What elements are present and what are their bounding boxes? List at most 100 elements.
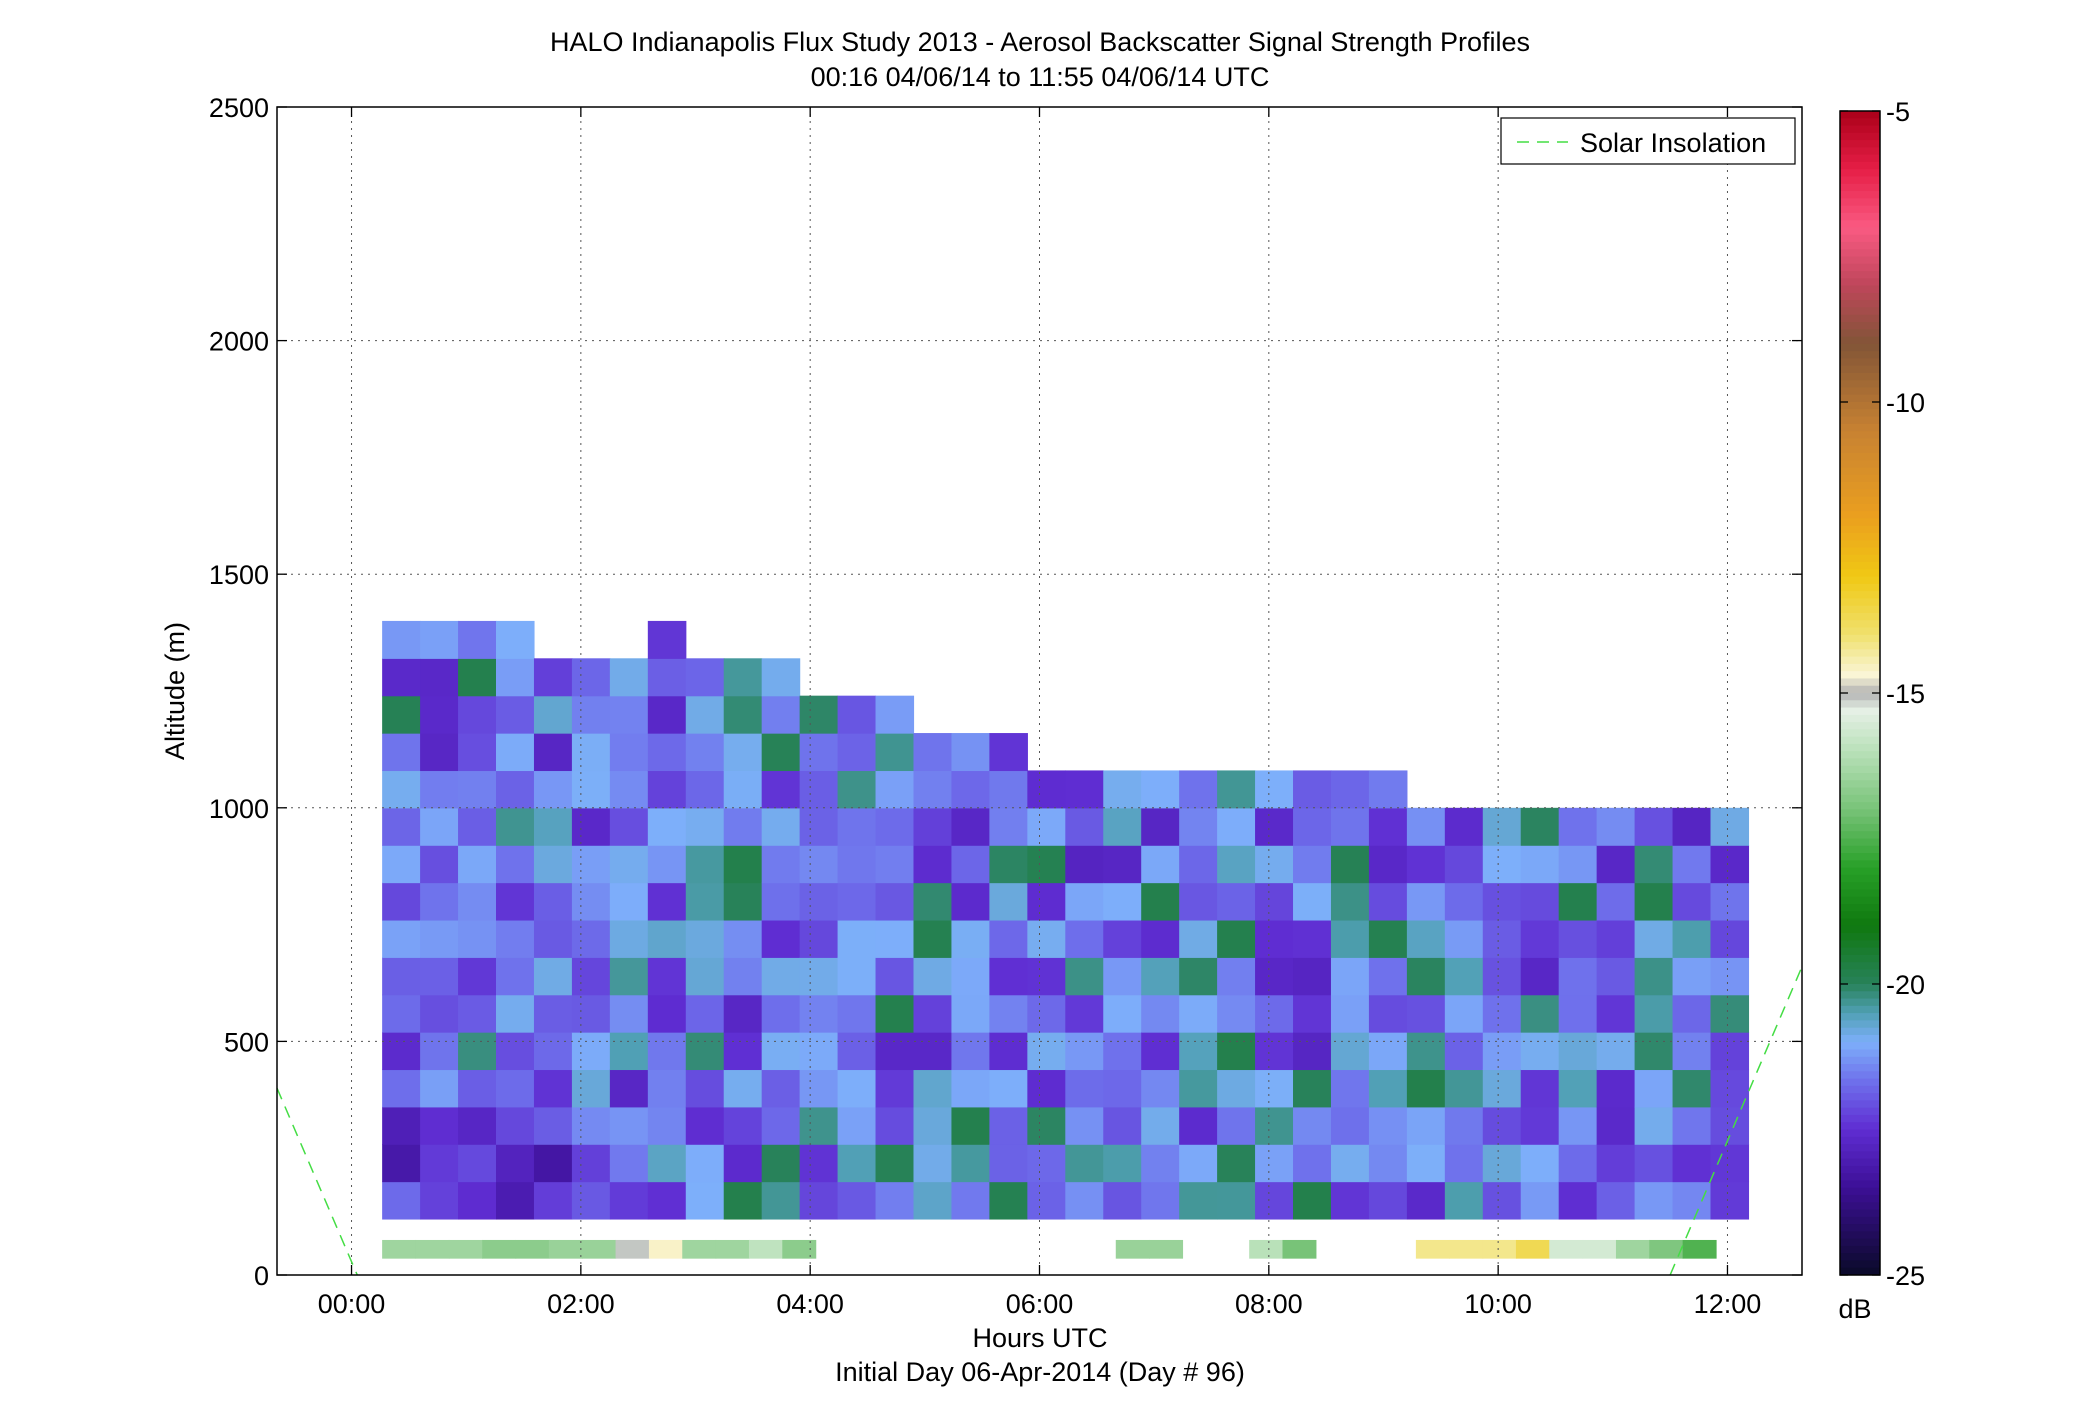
colorbar-segment bbox=[1840, 627, 1880, 636]
heatmap-cell bbox=[799, 1069, 839, 1108]
heatmap-cell bbox=[1596, 882, 1636, 921]
heatmap-cell bbox=[1141, 845, 1180, 884]
colorbar-segment bbox=[1840, 452, 1880, 461]
heatmap-cell bbox=[875, 733, 915, 772]
colorbar-segment bbox=[1840, 438, 1880, 447]
colorbar-segment bbox=[1840, 685, 1880, 694]
colorbar-segment bbox=[1840, 969, 1880, 978]
heatmap-cell bbox=[1482, 1069, 1522, 1108]
heatmap-cell bbox=[533, 1144, 573, 1183]
colorbar-segment bbox=[1840, 947, 1880, 956]
heatmap-cell bbox=[496, 1181, 535, 1220]
heatmap-cell bbox=[1027, 1144, 1066, 1183]
colorbar: -5 -10 -15 -20 -25 dB bbox=[1838, 97, 1925, 1324]
heatmap-cell bbox=[647, 957, 687, 996]
heatmap-cell bbox=[1672, 919, 1712, 958]
heatmap-cell bbox=[533, 882, 573, 921]
heatmap-cell bbox=[1293, 994, 1332, 1033]
heatmap-cell bbox=[1482, 807, 1522, 846]
heatmap-cell bbox=[1558, 1106, 1598, 1145]
heatmap-cell bbox=[1520, 919, 1560, 958]
heatmap-cell bbox=[1141, 919, 1180, 958]
colorbar-segment bbox=[1840, 853, 1880, 861]
colorbar-segment bbox=[1840, 496, 1880, 505]
heatmap-cell bbox=[533, 957, 573, 996]
heatmap-cell bbox=[571, 1069, 611, 1108]
heatmap-cell bbox=[1027, 807, 1066, 846]
heatmap-cell bbox=[1710, 957, 1750, 996]
heatmap-cell bbox=[420, 695, 459, 734]
y-tick-labels: 0 500 1000 1500 2000 2500 bbox=[209, 93, 269, 1291]
colorbar-segment bbox=[1840, 1158, 1880, 1167]
heatmap-cell bbox=[647, 658, 687, 697]
heatmap-cell bbox=[647, 733, 687, 772]
colorbar-segment bbox=[1840, 773, 1880, 781]
heatmap-cell bbox=[647, 919, 687, 958]
heatmap-cell bbox=[458, 1181, 497, 1220]
heatmap-cell bbox=[799, 882, 839, 921]
heatmap-cell bbox=[458, 658, 497, 697]
heatmap-cell bbox=[1444, 882, 1484, 921]
heatmap-cell bbox=[1065, 1032, 1104, 1071]
heatmap-cell bbox=[1672, 1106, 1712, 1145]
colorbar-segment bbox=[1840, 147, 1880, 156]
heatmap-cell bbox=[1596, 1181, 1636, 1220]
heatmap-cell bbox=[989, 770, 1028, 809]
heatmap-cell bbox=[609, 882, 649, 921]
heatmap-cell bbox=[837, 807, 877, 846]
heatmap-cell bbox=[1179, 882, 1218, 921]
heatmap-cell bbox=[761, 695, 801, 734]
heatmap-cell bbox=[1444, 919, 1484, 958]
heatmap-cell bbox=[609, 845, 649, 884]
heatmap-cell bbox=[1027, 1106, 1066, 1145]
heatmap-cell bbox=[420, 919, 459, 958]
x-tick-label: 06:00 bbox=[1006, 1289, 1074, 1319]
y-tick-label: 0 bbox=[254, 1261, 269, 1291]
heatmap-cell bbox=[723, 957, 763, 996]
heatmap-cell bbox=[1558, 845, 1598, 884]
heatmap-cell bbox=[1179, 994, 1218, 1033]
heatmap-cell bbox=[761, 1069, 801, 1108]
x-tick-label: 08:00 bbox=[1235, 1289, 1303, 1319]
heatmap-cell bbox=[1141, 770, 1180, 809]
heatmap-cell bbox=[1141, 1106, 1180, 1145]
heatmap-cell bbox=[913, 882, 953, 921]
x-tick-label: 12:00 bbox=[1694, 1289, 1762, 1319]
heatmap-cell bbox=[533, 658, 573, 697]
heatmap-cell bbox=[723, 1032, 763, 1071]
heatmap-cell bbox=[420, 1181, 459, 1220]
colorbar-segment bbox=[1840, 1020, 1880, 1029]
x-tick-label: 04:00 bbox=[776, 1289, 844, 1319]
colorbar-tick-label: -10 bbox=[1886, 388, 1925, 418]
heatmap-cell bbox=[1065, 1144, 1104, 1183]
heatmap-cell bbox=[496, 845, 535, 884]
heatmap-cell bbox=[647, 1106, 687, 1145]
heatmap-cell bbox=[685, 733, 725, 772]
heatmap-cell bbox=[723, 1069, 763, 1108]
heatmap-surface-cell bbox=[748, 1239, 783, 1259]
heatmap-cell bbox=[1596, 1106, 1636, 1145]
colorbar-segment bbox=[1840, 191, 1880, 199]
heatmap-cell bbox=[799, 1181, 839, 1220]
heatmap-cell bbox=[951, 882, 990, 921]
colorbar-segment bbox=[1840, 1231, 1880, 1240]
colorbar-ticks: -5 -10 -15 -20 -25 bbox=[1840, 97, 1925, 1291]
heatmap-cell bbox=[1634, 845, 1674, 884]
colorbar-segment bbox=[1840, 1107, 1880, 1116]
colorbar-segment bbox=[1840, 1114, 1880, 1123]
colorbar-segment bbox=[1840, 831, 1880, 839]
colorbar-segment bbox=[1840, 678, 1880, 687]
colorbar-segment bbox=[1840, 482, 1880, 490]
colorbar-segment bbox=[1840, 372, 1880, 381]
heatmap-cell bbox=[837, 770, 877, 809]
heatmap-cell bbox=[1444, 1032, 1484, 1071]
heatmap-cell bbox=[1217, 807, 1256, 846]
colorbar-segment bbox=[1840, 794, 1880, 803]
heatmap-cell bbox=[1634, 1144, 1674, 1183]
heatmap-cell bbox=[875, 919, 915, 958]
heatmap-cell bbox=[1027, 845, 1066, 884]
colorbar-segment bbox=[1840, 671, 1880, 679]
colorbar-segment bbox=[1840, 511, 1880, 519]
heatmap-cell bbox=[1330, 845, 1370, 884]
colorbar-segment bbox=[1840, 751, 1880, 759]
